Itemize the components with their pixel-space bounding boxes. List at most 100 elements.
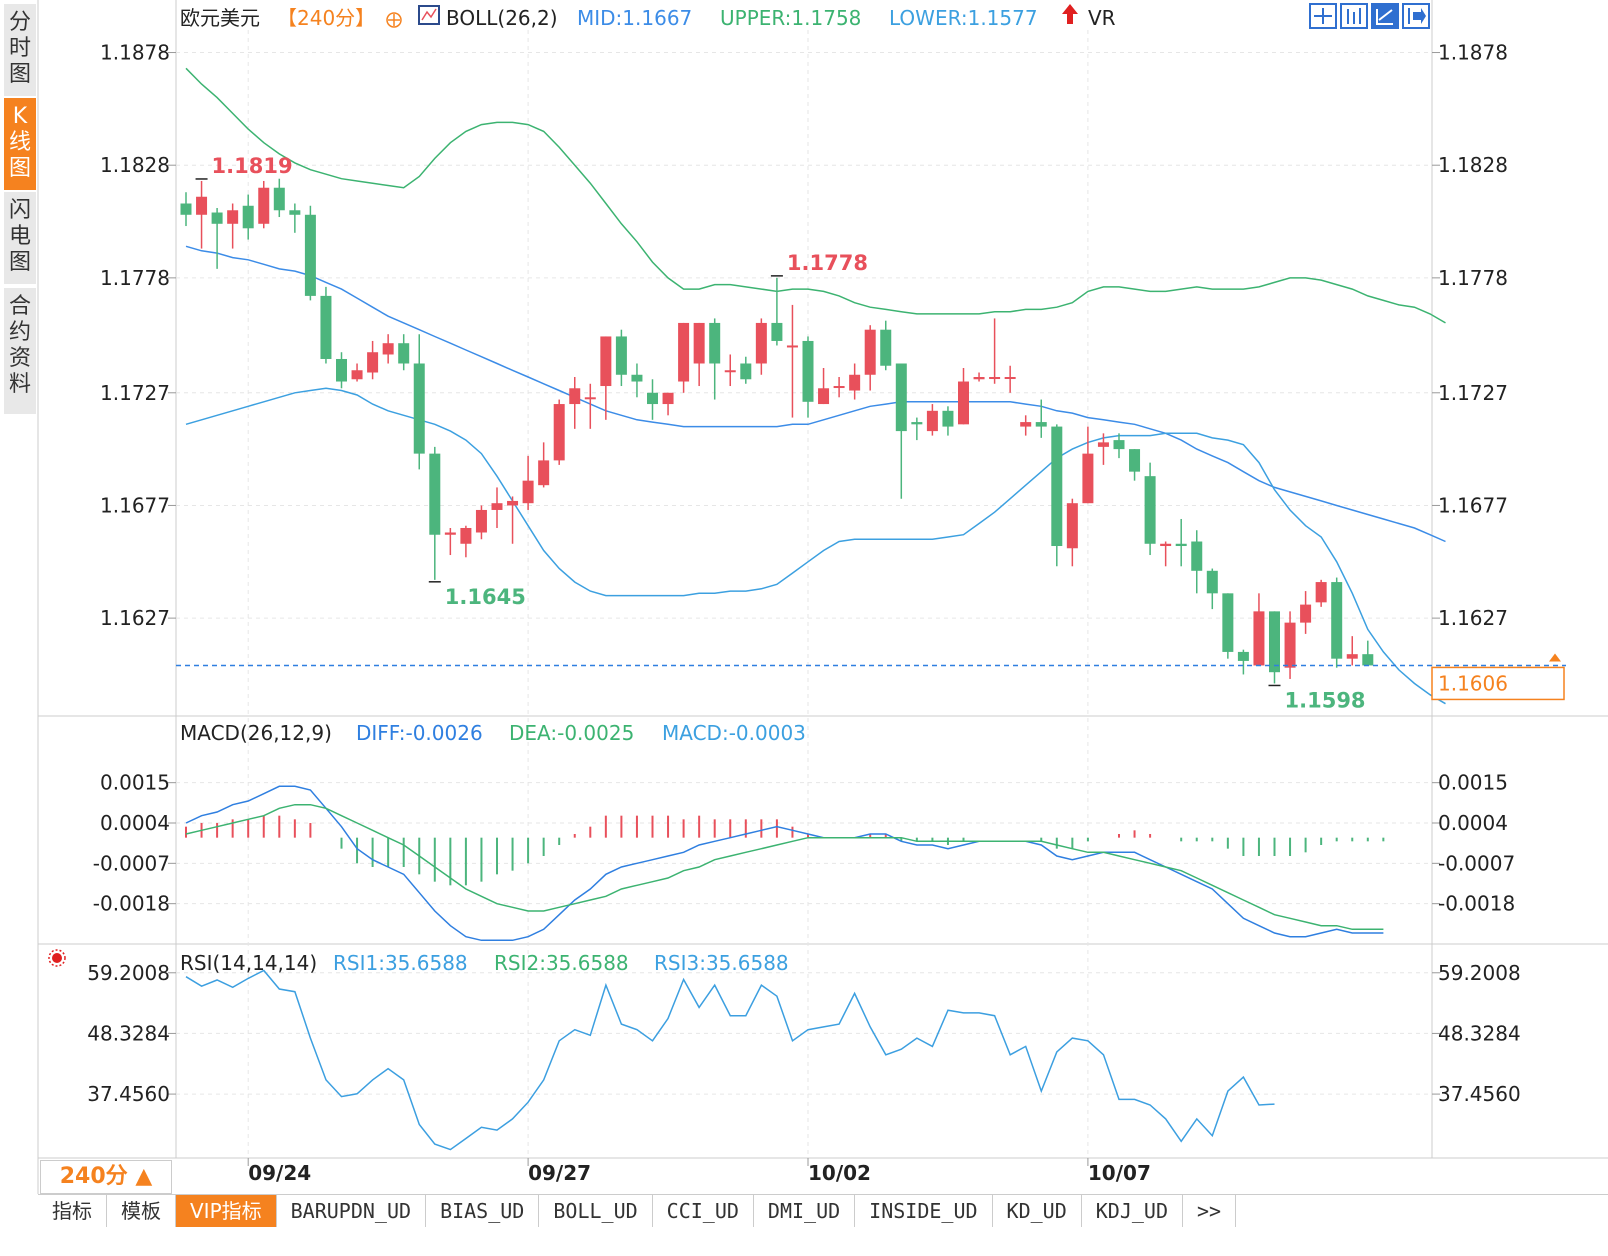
candle[interactable]: [771, 322, 783, 341]
tab-kline[interactable]: K线图: [4, 98, 36, 190]
candle[interactable]: [818, 388, 830, 405]
candle[interactable]: [678, 322, 690, 382]
chart-bars-icon[interactable]: [1340, 3, 1368, 29]
tab-inside[interactable]: INSIDE_UD: [855, 1195, 993, 1227]
candle[interactable]: [227, 210, 239, 224]
candle[interactable]: [1004, 377, 1016, 380]
candle[interactable]: [600, 336, 612, 387]
period-selector[interactable]: 240分 ▲: [40, 1160, 172, 1194]
candle[interactable]: [444, 532, 456, 535]
candle[interactable]: [1113, 440, 1125, 450]
candle[interactable]: [1346, 654, 1358, 659]
candle[interactable]: [693, 322, 705, 364]
candle[interactable]: [242, 205, 254, 229]
candle[interactable]: [647, 392, 658, 405]
tab-templates[interactable]: 模板: [107, 1195, 176, 1227]
candle[interactable]: [864, 329, 876, 375]
candle[interactable]: [1191, 541, 1203, 571]
candle[interactable]: [211, 212, 223, 224]
candle[interactable]: [786, 345, 798, 348]
candle[interactable]: [833, 386, 845, 389]
candle[interactable]: [1300, 604, 1312, 623]
tab-kdj[interactable]: KDJ_UD: [1082, 1195, 1183, 1227]
candle[interactable]: [973, 377, 985, 380]
candle[interactable]: [895, 363, 907, 432]
candlestick-series[interactable]: [180, 178, 1374, 684]
candle[interactable]: [1160, 543, 1172, 547]
candle[interactable]: [849, 374, 861, 391]
candle[interactable]: [491, 503, 503, 510]
candle[interactable]: [1253, 611, 1265, 666]
tab-boll[interactable]: BOLL_UD: [539, 1195, 653, 1227]
candle[interactable]: [569, 388, 581, 405]
candle[interactable]: [1315, 582, 1327, 603]
tab-bias[interactable]: BIAS_UD: [426, 1195, 540, 1227]
zoom-circle-icon[interactable]: [386, 12, 402, 28]
exit-icon[interactable]: [1402, 3, 1430, 29]
candle[interactable]: [1051, 426, 1063, 547]
candle[interactable]: [553, 404, 565, 461]
candle[interactable]: [367, 352, 379, 373]
candle[interactable]: [273, 187, 285, 211]
settings-sun-icon[interactable]: [48, 949, 66, 967]
candle[interactable]: [1020, 422, 1032, 427]
candle[interactable]: [336, 358, 347, 382]
candle[interactable]: [911, 422, 923, 425]
candle[interactable]: [1066, 503, 1078, 549]
arrow-up-icon[interactable]: [1062, 4, 1078, 24]
tab-kd[interactable]: KD_UD: [993, 1195, 1082, 1227]
candle[interactable]: [1082, 453, 1094, 504]
tab-barupdn[interactable]: BARUPDN_UD: [277, 1195, 427, 1227]
candle[interactable]: [880, 329, 892, 366]
tab-flash-chart[interactable]: 闪电图: [4, 192, 36, 284]
candle[interactable]: [413, 363, 425, 454]
candle[interactable]: [584, 397, 596, 400]
candle[interactable]: [1331, 582, 1343, 659]
candle[interactable]: [662, 392, 674, 405]
candle[interactable]: [1175, 543, 1187, 547]
candle[interactable]: [180, 203, 192, 215]
candle[interactable]: [289, 210, 301, 215]
candle[interactable]: [429, 453, 441, 535]
tab-more[interactable]: >>: [1183, 1195, 1237, 1227]
candle[interactable]: [1129, 449, 1141, 472]
candle[interactable]: [740, 363, 752, 380]
candle[interactable]: [1097, 442, 1109, 447]
candle[interactable]: [1206, 570, 1218, 594]
candle[interactable]: [538, 460, 550, 486]
draw-line-icon[interactable]: [1371, 3, 1399, 29]
tab-vip-indicators[interactable]: VIP指标: [176, 1195, 277, 1227]
candle[interactable]: [1144, 476, 1156, 544]
candle[interactable]: [460, 527, 472, 544]
tab-indicators[interactable]: 指标: [38, 1195, 107, 1227]
tab-contract-info[interactable]: 合约资料: [4, 288, 36, 414]
candle[interactable]: [802, 340, 814, 402]
candle[interactable]: [304, 214, 316, 296]
candle[interactable]: [724, 370, 736, 373]
candle[interactable]: [475, 509, 487, 533]
candle[interactable]: [351, 370, 363, 380]
candle[interactable]: [196, 196, 208, 215]
candle[interactable]: [1362, 654, 1374, 666]
vr-label[interactable]: VR: [1088, 6, 1116, 30]
candle[interactable]: [1035, 422, 1047, 427]
candle[interactable]: [958, 381, 969, 425]
candle[interactable]: [942, 410, 954, 427]
candle[interactable]: [320, 295, 332, 359]
candle[interactable]: [398, 343, 410, 364]
candle[interactable]: [709, 322, 721, 364]
tab-time-share[interactable]: 分时图: [4, 4, 36, 96]
candle[interactable]: [1284, 622, 1296, 668]
candle[interactable]: [522, 480, 534, 504]
candle[interactable]: [1269, 611, 1280, 673]
candle[interactable]: [755, 322, 767, 364]
candle[interactable]: [507, 500, 519, 506]
candle[interactable]: [631, 374, 643, 382]
candle[interactable]: [926, 410, 938, 432]
candle[interactable]: [989, 377, 1001, 380]
candle[interactable]: [615, 336, 627, 375]
candle[interactable]: [382, 343, 394, 355]
indicator-chart-icon[interactable]: [418, 5, 440, 25]
candle[interactable]: [258, 187, 270, 224]
